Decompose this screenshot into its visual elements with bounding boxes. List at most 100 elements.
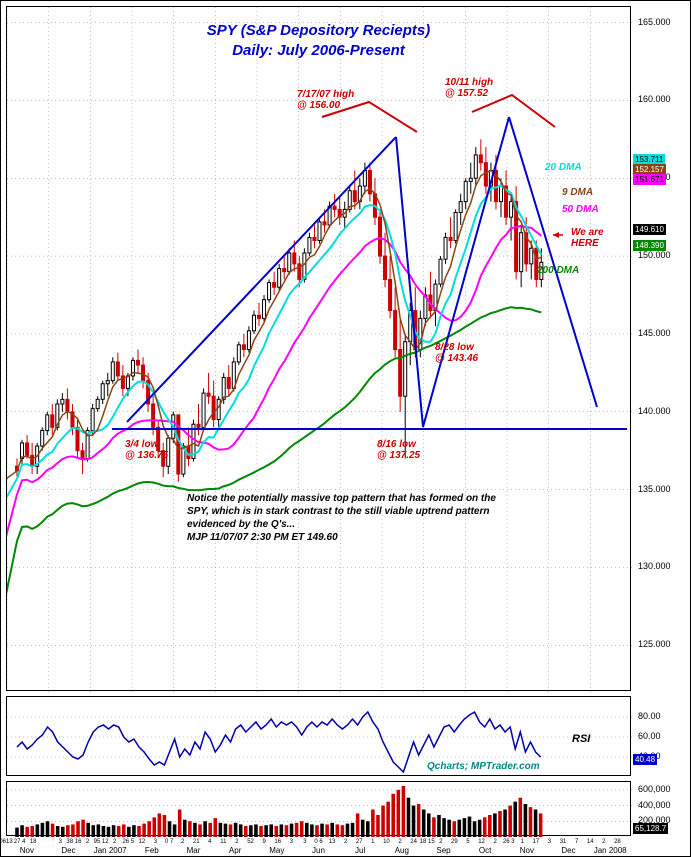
y-tick: 145.000 (638, 328, 671, 338)
chart-annotation: 20 DMA (545, 162, 582, 173)
x-day: 0 6 (314, 838, 322, 846)
x-day: 38 16 (66, 838, 81, 846)
x-day: 95 12 (94, 838, 109, 846)
x-month: Apr (229, 847, 241, 855)
x-day: 10 (383, 838, 390, 846)
rsi-value: 40.48 (633, 754, 657, 765)
chart-annotation: 8/16 low@ 137.25 (377, 439, 420, 461)
y-tick: 165.000 (638, 17, 671, 27)
x-day: 24 (410, 838, 417, 846)
x-day: 9 (262, 838, 265, 846)
x-month: Dec (561, 847, 575, 855)
x-day: 27 4 (14, 838, 26, 846)
x-month: Jan 2008 (594, 847, 627, 855)
x-month: Mar (187, 847, 201, 855)
price-marker: 148.390 (633, 240, 666, 251)
x-day: 2 (602, 838, 605, 846)
chart-container: SPY (S&P Depository Reciepts) Daily: Jul… (0, 0, 691, 857)
x-day: 26 3 (503, 838, 515, 846)
x-day: 2 (344, 838, 347, 846)
chart-annotation: We areHERE (571, 227, 604, 249)
y-axis-rsi: 40.0060.0080.0040.48 (633, 696, 691, 776)
x-day: 2 (113, 838, 116, 846)
x-day: 1 (521, 838, 524, 846)
chart-annotation: 3/4 low@ 136.75 (125, 439, 168, 461)
x-day: 16 (274, 838, 281, 846)
svg-text:Qcharts; MPTrader.com: Qcharts; MPTrader.com (427, 761, 540, 772)
y-tick: 80.00 (638, 711, 661, 721)
x-day: 17 (533, 838, 540, 846)
x-day: 2 (493, 838, 496, 846)
y-axis-vol: 200,000400,000600,00065,128.7 (633, 781, 691, 836)
y-axis-main: 125.000 130.000 135.000 140.000 145.000 150.0… (633, 6, 691, 691)
x-day: 12 (139, 838, 146, 846)
y-tick: 150.000 (638, 250, 671, 260)
x-day: 21 (193, 838, 200, 846)
x-month: Nov (20, 847, 34, 855)
y-tick: 400,000 (638, 800, 671, 810)
chart-title-2: Daily: July 2006-Present (7, 42, 630, 59)
volume-panel (6, 781, 631, 836)
x-month: Nov (520, 847, 534, 855)
x-day: 2 (181, 838, 184, 846)
x-month: Oct (479, 847, 491, 855)
x-month: Jun (312, 847, 325, 855)
x-day: 3 (290, 838, 293, 846)
x-day: 0 7 (165, 838, 173, 846)
x-day: 14 (587, 838, 594, 846)
x-day: 2 (439, 838, 442, 846)
x-day: 1 (371, 838, 374, 846)
y-tick: 160.000 (638, 94, 671, 104)
x-day: 2 (86, 838, 89, 846)
x-month: Aug (395, 847, 409, 855)
chart-note: Notice the potentially massive top patte… (187, 492, 496, 544)
x-day: 31 (560, 838, 567, 846)
main-price-panel: SPY (S&P Depository Reciepts) Daily: Jul… (6, 6, 631, 691)
x-day: 18 (30, 838, 37, 846)
x-day: 3 (59, 838, 62, 846)
x-axis: Nov Dec Jan 2007 Feb Mar Apr May Jun Jul Aug Sep Oc… (6, 838, 631, 856)
x-day: 12 (478, 838, 485, 846)
price-marker: 149.610 (633, 224, 666, 235)
x-day: 29 (451, 838, 458, 846)
rsi-panel: RSI Qcharts; MPTrader.com (6, 696, 631, 776)
x-day: 3 (548, 838, 551, 846)
y-tick: 125.000 (638, 639, 671, 649)
x-day: 5 (466, 838, 469, 846)
chart-annotation: 200 DMA (537, 265, 579, 276)
x-month: Sep (436, 847, 450, 855)
x-day: 3 (303, 838, 306, 846)
x-month: Feb (145, 847, 159, 855)
x-day: 3 (154, 838, 157, 846)
x-day: 0613 (0, 838, 13, 846)
x-day: 27 (356, 838, 363, 846)
y-tick: 60.00 (638, 731, 661, 741)
x-day: 7 (575, 838, 578, 846)
x-day: 2 (398, 838, 401, 846)
y-tick: 130.000 (638, 561, 671, 571)
chart-annotation: 7/17/07 high@ 156.00 (297, 89, 354, 111)
svg-text:RSI: RSI (572, 733, 591, 745)
x-month: Jul (355, 847, 365, 855)
x-day: 4 (208, 838, 211, 846)
x-month: Dec (61, 847, 75, 855)
chart-annotation: 50 DMA (562, 204, 599, 215)
y-tick: 140.000 (638, 406, 671, 416)
y-tick: 600,000 (638, 784, 671, 794)
volume-value: 65,128.7 (633, 823, 668, 834)
price-marker: 151.671 (633, 174, 666, 185)
x-day: 11 (220, 838, 226, 846)
y-tick: 135.000 (638, 484, 671, 494)
chart-annotation: 10/11 high@ 157.52 (445, 77, 493, 99)
x-month: Jan 2007 (94, 847, 127, 855)
x-day: 2 (235, 838, 238, 846)
x-day: 13 (329, 838, 336, 846)
x-day: 26 5 (122, 838, 134, 846)
chart-annotation: 9 DMA (562, 187, 593, 198)
x-day: 28 (614, 838, 621, 846)
x-day: 18 15 (420, 838, 435, 846)
chart-annotation: 8/28 low@ 143.46 (435, 342, 478, 364)
x-month: May (269, 847, 284, 855)
x-day: 52 (247, 838, 254, 846)
chart-title-1: SPY (S&P Depository Reciepts) (7, 22, 630, 39)
